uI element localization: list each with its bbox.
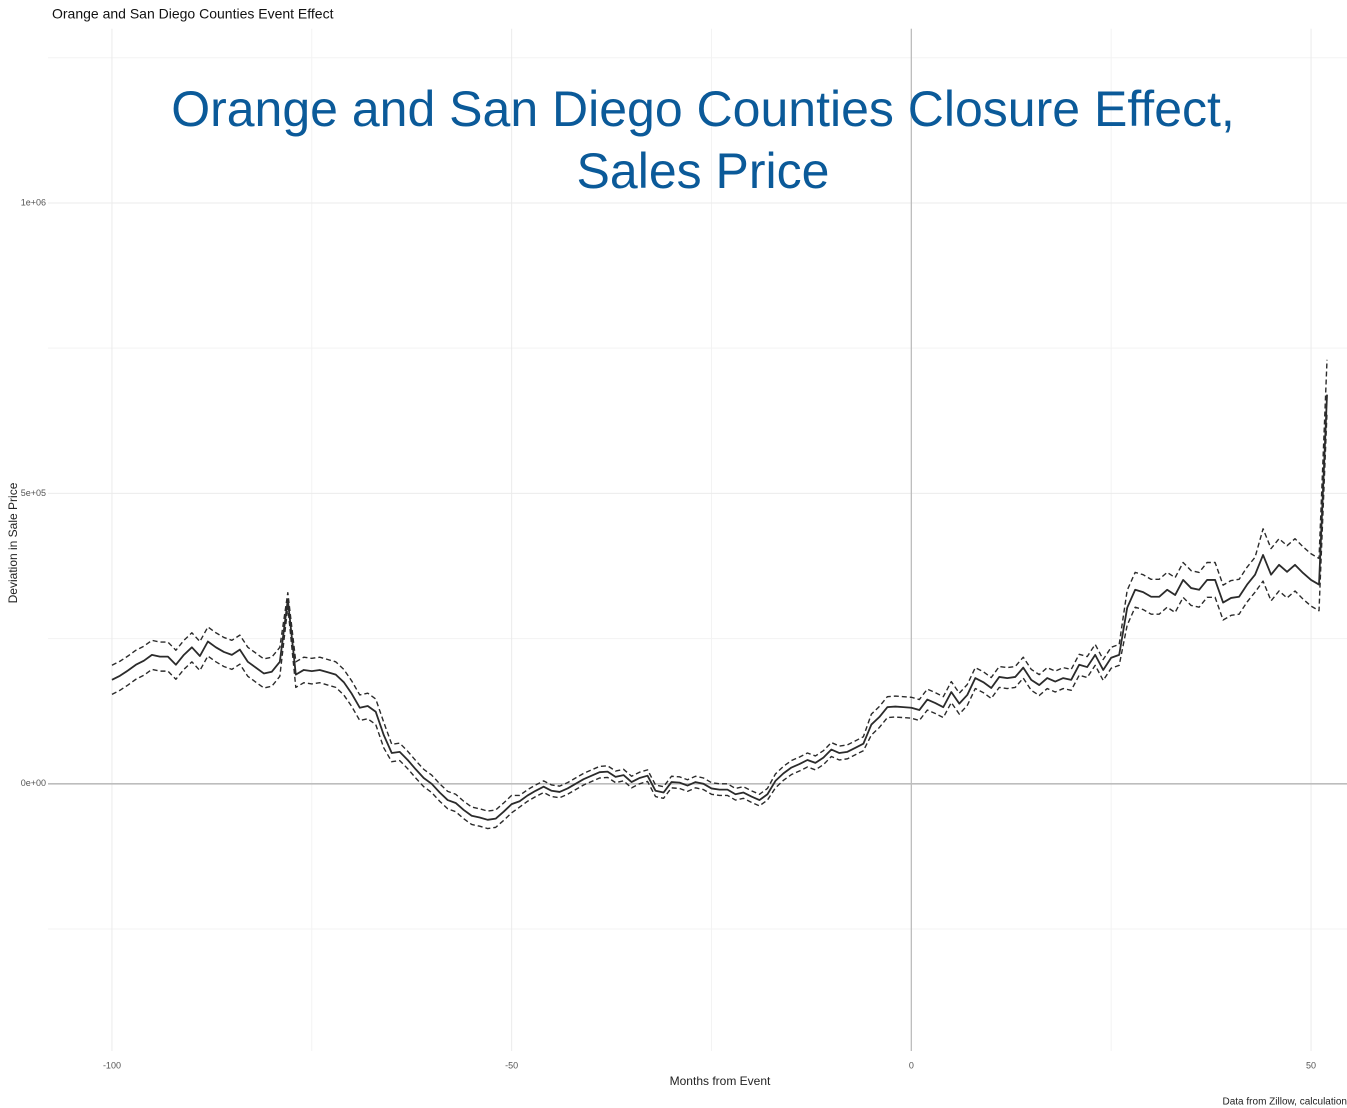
overlay-title: Sales Price (577, 143, 830, 199)
estimate-line (111, 394, 1328, 821)
y-tick-label: 5e+05 (21, 488, 46, 498)
x-axis-title: Months from Event (670, 1074, 771, 1088)
confidence-line (111, 412, 1328, 830)
y-axis-title: Deviation in Sale Price (6, 482, 20, 603)
y-tick-label: 1e+06 (21, 197, 46, 207)
x-tick-label: 0 (909, 1060, 914, 1070)
confidence-line (111, 359, 1328, 812)
x-tick-label: -100 (103, 1060, 121, 1070)
x-tick-label: 50 (1306, 1060, 1316, 1070)
chart-title: Orange and San Diego Counties Event Effe… (52, 6, 334, 22)
overlay-title: Orange and San Diego Counties Closure Ef… (171, 81, 1235, 137)
caption: Data from Zillow, calculation (1223, 1097, 1347, 1108)
y-tick-label: 0e+00 (21, 778, 46, 788)
plot (111, 359, 1328, 830)
x-tick-label: -50 (505, 1060, 518, 1070)
grid (48, 28, 1347, 1051)
